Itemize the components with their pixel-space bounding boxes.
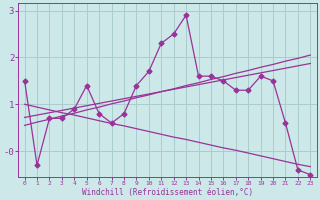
X-axis label: Windchill (Refroidissement éolien,°C): Windchill (Refroidissement éolien,°C) bbox=[82, 188, 253, 197]
